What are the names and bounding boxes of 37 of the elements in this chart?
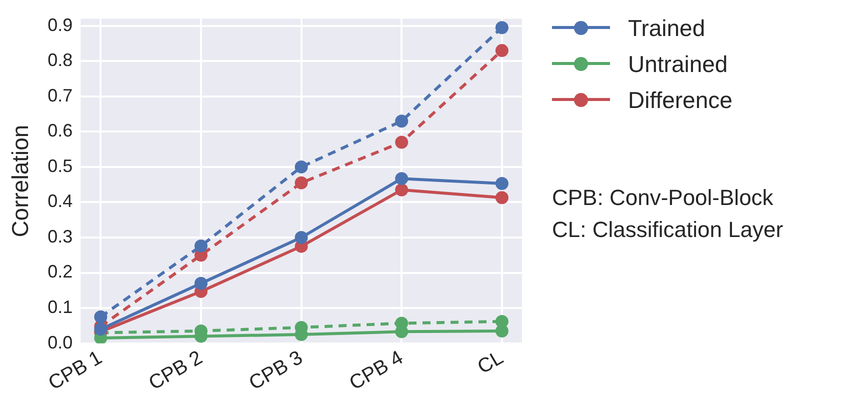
y-tick-label: 0.7 — [48, 85, 73, 106]
y-tick-label: 0.6 — [48, 120, 73, 141]
point — [395, 136, 408, 149]
x-tick-label: CPB 4 — [346, 346, 407, 395]
y-tick-label: 0.1 — [48, 297, 73, 318]
point — [194, 276, 208, 290]
y-tick-label: 0.3 — [48, 226, 73, 246]
point — [94, 322, 108, 336]
point — [395, 172, 408, 186]
point — [395, 114, 408, 128]
point — [495, 324, 508, 338]
text: CPB: Conv-Pool-Block — [552, 184, 774, 212]
text: CL: Classification Layer — [552, 216, 784, 244]
x-tick-label: CPB 2 — [145, 346, 206, 395]
point — [294, 230, 308, 244]
y-tick-label: 0.0 — [48, 332, 73, 352]
y-tick-label: 0.2 — [48, 262, 73, 282]
y-axis-title: Correlation — [7, 124, 34, 238]
y-tick-label: 0.4 — [48, 191, 73, 212]
x-tick-label: CL — [474, 346, 508, 379]
point — [194, 239, 208, 252]
legend-label: Trained — [628, 14, 706, 42]
point — [395, 325, 408, 338]
point — [495, 44, 508, 58]
point — [94, 310, 108, 324]
y-tick-label: 0.8 — [48, 50, 73, 70]
point — [294, 176, 308, 190]
point — [395, 183, 408, 196]
legend-label: Difference — [628, 86, 732, 114]
y-tick-label: 0.5 — [48, 156, 73, 176]
x-tick-label: CPB 3 — [246, 346, 307, 395]
y-tick-label: 0.9 — [48, 14, 73, 35]
point — [495, 21, 508, 34]
point — [495, 191, 508, 204]
point — [495, 177, 508, 190]
legend-label: Untrained — [628, 50, 728, 78]
point — [294, 160, 308, 174]
